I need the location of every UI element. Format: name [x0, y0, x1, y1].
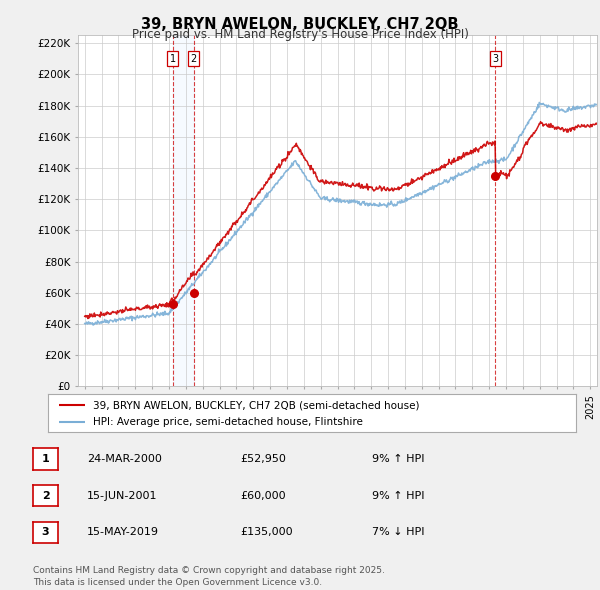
Text: 9% ↑ HPI: 9% ↑ HPI	[372, 491, 425, 500]
Text: Price paid vs. HM Land Registry's House Price Index (HPI): Price paid vs. HM Land Registry's House …	[131, 28, 469, 41]
Text: 2: 2	[190, 54, 197, 64]
Text: 15-JUN-2001: 15-JUN-2001	[87, 491, 157, 500]
Text: Contains HM Land Registry data © Crown copyright and database right 2025.
This d: Contains HM Land Registry data © Crown c…	[33, 566, 385, 587]
Text: 3: 3	[493, 54, 499, 64]
Text: 15-MAY-2019: 15-MAY-2019	[87, 527, 159, 537]
Bar	[173, 35, 194, 386]
Text: 1: 1	[170, 54, 176, 64]
Text: £60,000: £60,000	[240, 491, 286, 500]
Text: 7% ↓ HPI: 7% ↓ HPI	[372, 527, 425, 537]
Text: 1: 1	[42, 454, 49, 464]
Text: 24-MAR-2000: 24-MAR-2000	[87, 454, 162, 464]
Text: 39, BRYN AWELON, BUCKLEY, CH7 2QB: 39, BRYN AWELON, BUCKLEY, CH7 2QB	[141, 17, 459, 31]
Text: £52,950: £52,950	[240, 454, 286, 464]
Text: HPI: Average price, semi-detached house, Flintshire: HPI: Average price, semi-detached house,…	[93, 417, 363, 427]
Text: 2: 2	[42, 491, 49, 500]
Text: 9% ↑ HPI: 9% ↑ HPI	[372, 454, 425, 464]
Text: £135,000: £135,000	[240, 527, 293, 537]
Text: 39, BRYN AWELON, BUCKLEY, CH7 2QB (semi-detached house): 39, BRYN AWELON, BUCKLEY, CH7 2QB (semi-…	[93, 400, 419, 410]
Text: 3: 3	[42, 527, 49, 537]
